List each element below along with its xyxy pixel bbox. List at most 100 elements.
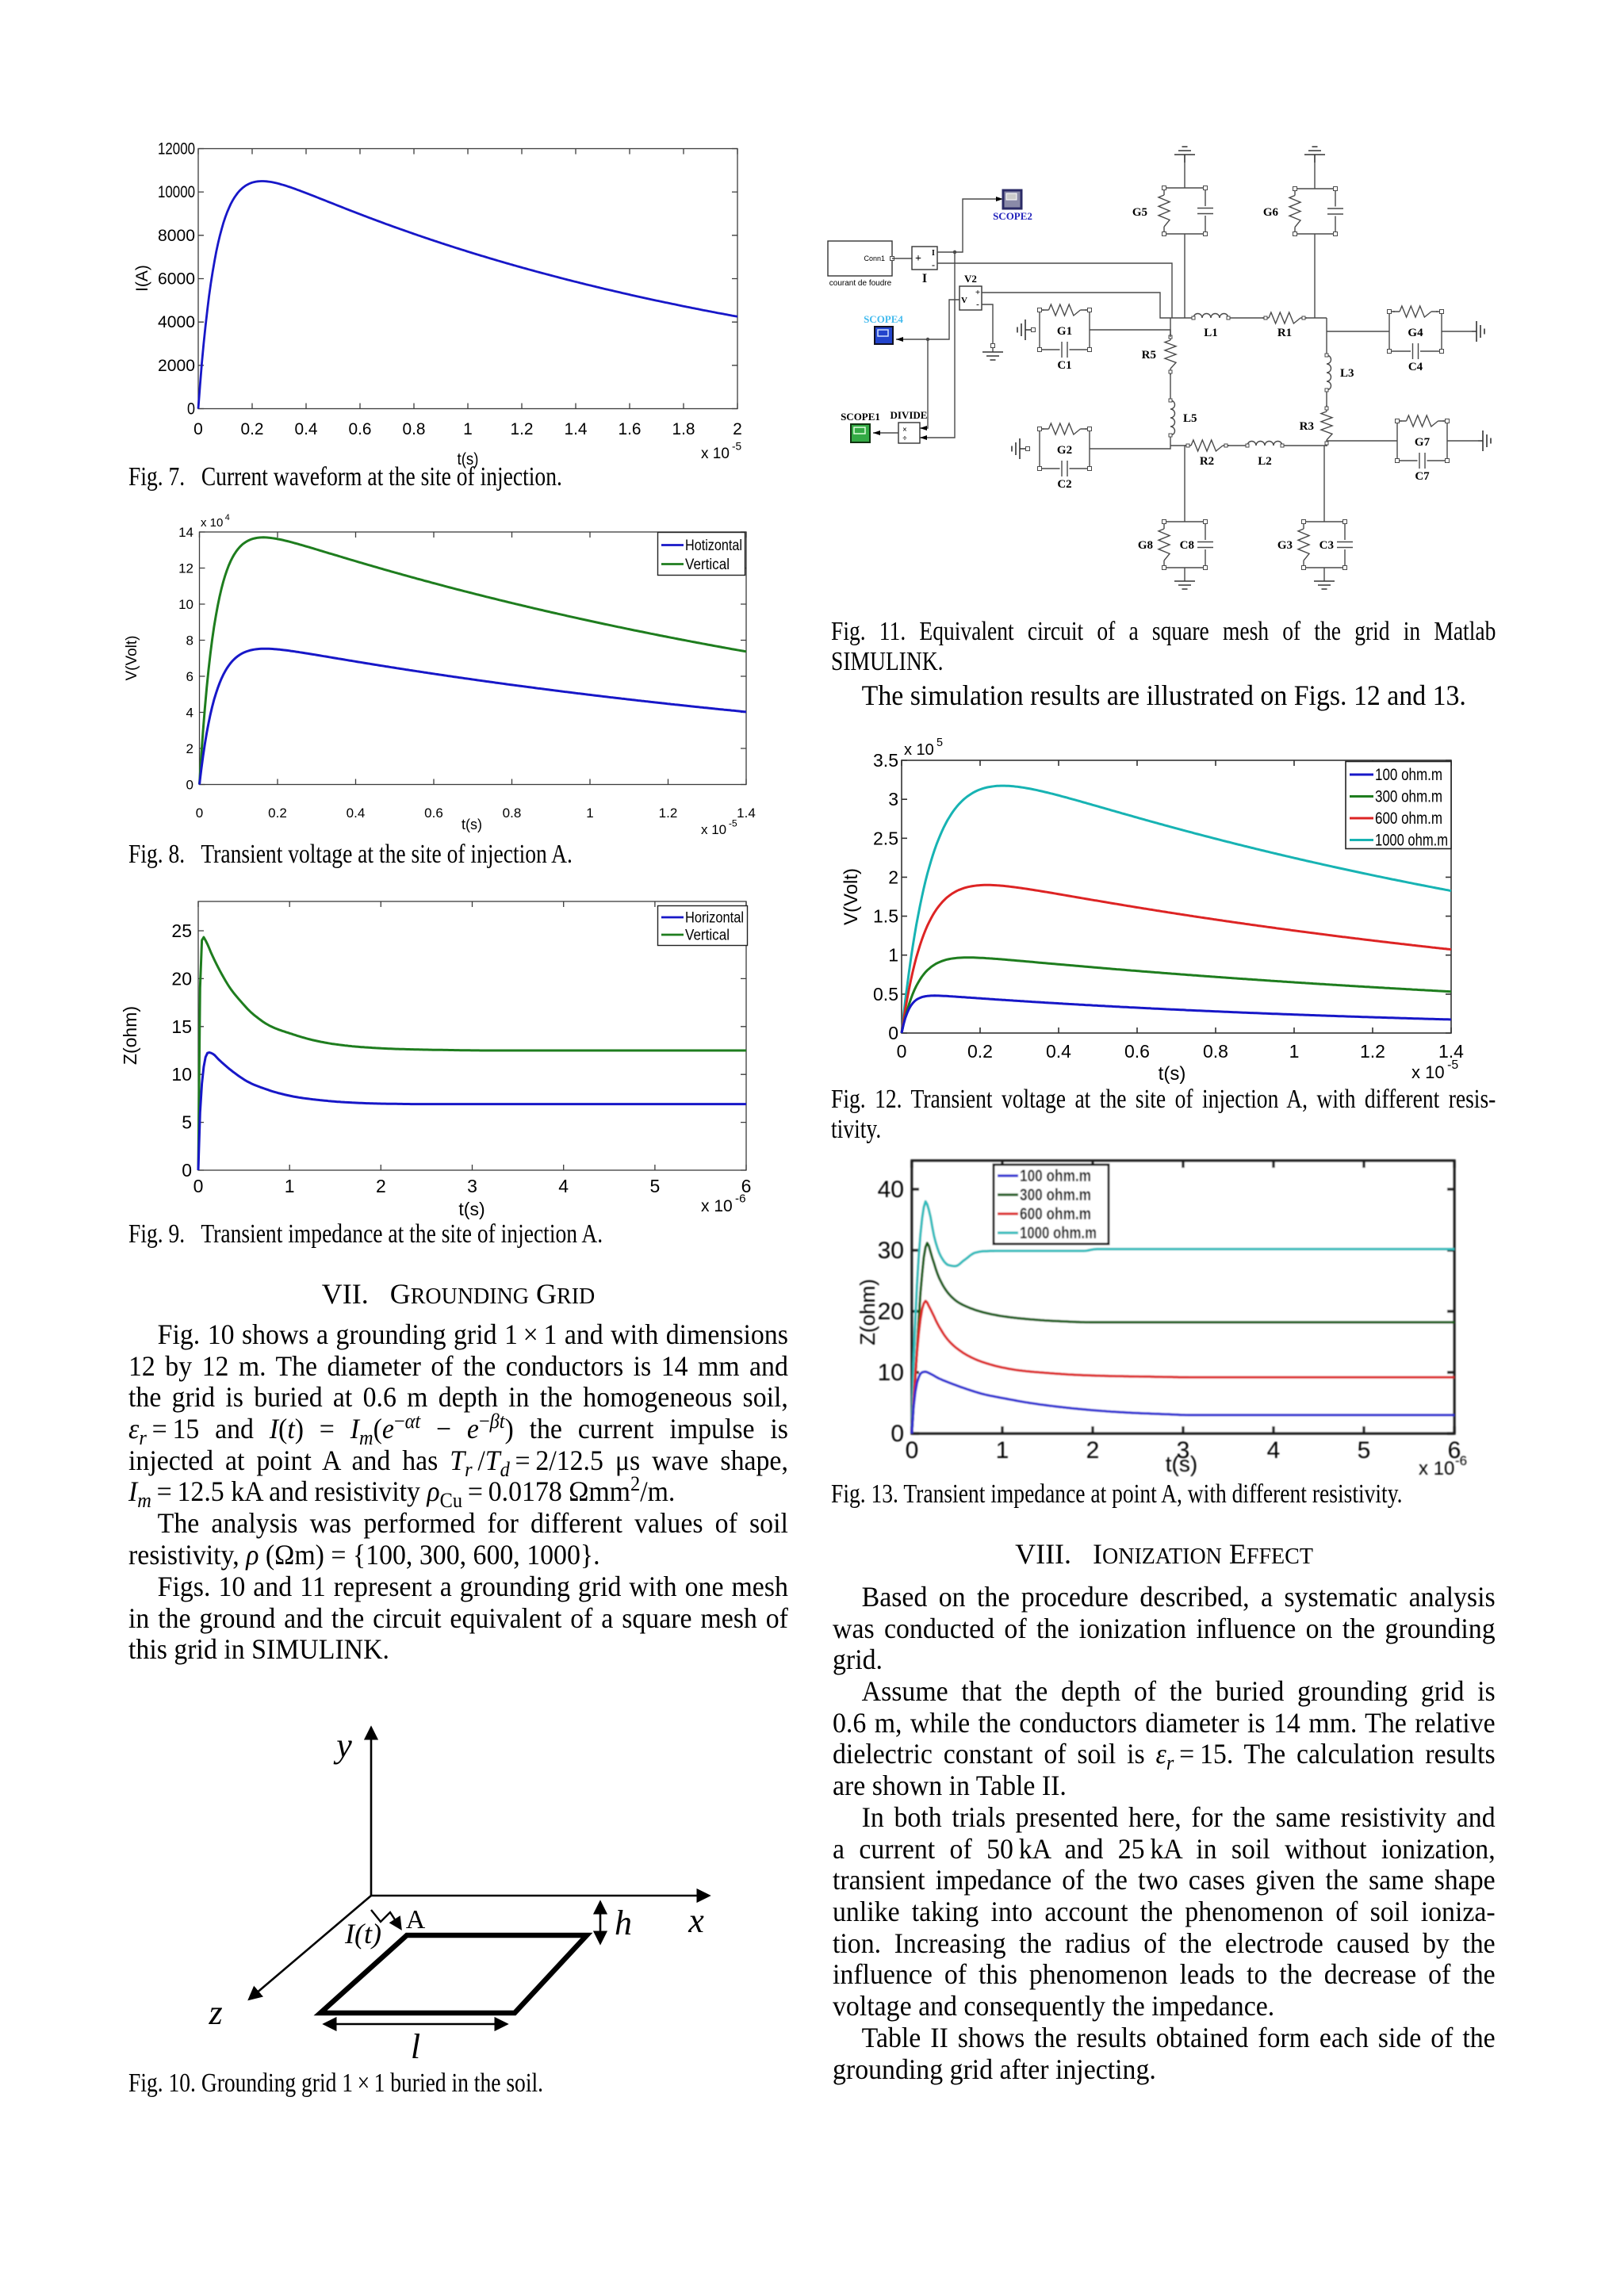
svg-text:0: 0 <box>196 806 203 821</box>
svg-text:10: 10 <box>878 1360 904 1386</box>
svg-text:0.2: 0.2 <box>967 1041 993 1062</box>
svg-text:-5: -5 <box>729 818 737 829</box>
svg-text:C4: C4 <box>1408 361 1423 373</box>
svg-text:Z(ohm): Z(ohm) <box>856 1279 879 1345</box>
svg-text:25: 25 <box>171 920 192 941</box>
svg-text:0.8: 0.8 <box>403 420 426 438</box>
svg-text:Z(ohm): Z(ohm) <box>120 1006 140 1065</box>
svg-text:300 ohm.m: 300 ohm.m <box>1375 788 1442 806</box>
svg-text:14: 14 <box>178 525 193 540</box>
svg-text:l: l <box>411 2027 420 2066</box>
svg-text:12: 12 <box>178 561 193 576</box>
svg-text:Hotizontal: Hotizontal <box>685 538 742 554</box>
svg-text:4: 4 <box>558 1176 569 1196</box>
svg-text:0.4: 0.4 <box>295 420 318 438</box>
svg-text:G1: G1 <box>1057 325 1072 338</box>
svg-text:t(s): t(s) <box>458 450 479 469</box>
svg-text:600 ohm.m: 600 ohm.m <box>1020 1205 1091 1223</box>
svg-text:-: - <box>976 300 979 309</box>
svg-text:L1: L1 <box>1204 327 1218 339</box>
svg-text:5: 5 <box>182 1112 192 1133</box>
svg-text:C8: C8 <box>1180 539 1194 552</box>
svg-text:SCOPE4: SCOPE4 <box>864 313 903 325</box>
svg-text:-5: -5 <box>732 441 742 453</box>
svg-text:I: I <box>932 249 935 258</box>
svg-text:1.2: 1.2 <box>511 420 534 438</box>
svg-text:0.4: 0.4 <box>347 806 366 821</box>
svg-text:0.8: 0.8 <box>503 806 522 821</box>
svg-text:V(Volt): V(Volt) <box>841 868 862 925</box>
svg-text:x 10: x 10 <box>201 516 223 530</box>
svg-text:30: 30 <box>878 1238 904 1264</box>
svg-text:x 10: x 10 <box>1419 1458 1454 1479</box>
svg-text:1000 ohm.m: 1000 ohm.m <box>1375 832 1448 850</box>
svg-text:x 10: x 10 <box>701 822 726 837</box>
svg-text:-5: -5 <box>1447 1058 1458 1072</box>
svg-text:10: 10 <box>171 1064 192 1085</box>
svg-text:0.5: 0.5 <box>873 984 898 1004</box>
svg-text:4: 4 <box>186 706 193 721</box>
svg-text:0.6: 0.6 <box>424 806 443 821</box>
svg-text:I(t): I(t) <box>344 1918 381 1950</box>
svg-text:+: + <box>915 253 921 265</box>
svg-text:C3: C3 <box>1320 539 1334 552</box>
svg-text:×: × <box>902 426 907 434</box>
svg-text:G5: G5 <box>1132 206 1147 219</box>
svg-text:3: 3 <box>888 789 898 809</box>
svg-text:2: 2 <box>733 420 742 438</box>
svg-text:0: 0 <box>187 400 195 419</box>
svg-text:Vertical: Vertical <box>685 557 730 573</box>
svg-text:40: 40 <box>878 1177 904 1203</box>
svg-text:0: 0 <box>906 1437 919 1464</box>
svg-text:4: 4 <box>1267 1437 1281 1464</box>
svg-text:÷: ÷ <box>902 434 907 443</box>
svg-text:t(s): t(s) <box>1159 1063 1186 1085</box>
svg-text:1: 1 <box>586 806 593 821</box>
svg-text:G2: G2 <box>1057 444 1072 457</box>
svg-text:x 10: x 10 <box>904 741 934 759</box>
svg-text:1: 1 <box>463 420 473 438</box>
svg-text:5: 5 <box>649 1176 660 1196</box>
svg-text:I(A): I(A) <box>133 265 151 292</box>
svg-text:1000 ohm.m: 1000 ohm.m <box>1020 1224 1097 1242</box>
svg-text:20: 20 <box>878 1299 904 1325</box>
svg-text:1.4: 1.4 <box>565 420 588 438</box>
svg-text:100 ohm.m: 100 ohm.m <box>1020 1167 1091 1185</box>
svg-text:8000: 8000 <box>158 227 195 245</box>
svg-text:12000: 12000 <box>158 140 195 158</box>
svg-text:G8: G8 <box>1138 539 1153 552</box>
svg-text:0: 0 <box>891 1421 904 1447</box>
svg-text:t(s): t(s) <box>462 817 482 832</box>
svg-text:1: 1 <box>888 945 898 966</box>
svg-text:h: h <box>615 1904 632 1942</box>
svg-text:C7: C7 <box>1415 470 1430 483</box>
svg-text:C2: C2 <box>1057 478 1071 491</box>
svg-text:0.6: 0.6 <box>349 420 372 438</box>
svg-text:1.2: 1.2 <box>659 806 678 821</box>
svg-text:2000: 2000 <box>158 357 195 375</box>
svg-text:x 10: x 10 <box>701 1197 733 1215</box>
svg-text:0: 0 <box>186 778 193 793</box>
svg-text:V(Volt): V(Volt) <box>124 635 140 680</box>
svg-text:2: 2 <box>888 867 898 887</box>
svg-text:2: 2 <box>186 741 193 756</box>
svg-text:5: 5 <box>936 737 943 749</box>
svg-text:R3: R3 <box>1300 420 1314 433</box>
svg-text:1.8: 1.8 <box>672 420 695 438</box>
svg-text:y: y <box>333 1726 352 1765</box>
svg-text:1.2: 1.2 <box>1360 1041 1385 1062</box>
svg-text:SCOPE1: SCOPE1 <box>841 411 880 423</box>
svg-text:4000: 4000 <box>158 313 195 331</box>
svg-text:G6: G6 <box>1263 206 1279 219</box>
svg-text:x: x <box>688 1901 704 1940</box>
svg-text:4: 4 <box>225 513 230 522</box>
svg-text:1: 1 <box>1289 1041 1300 1062</box>
svg-text:1.5: 1.5 <box>873 906 898 927</box>
svg-text:V: V <box>961 296 967 305</box>
svg-text:R1: R1 <box>1277 327 1292 339</box>
svg-text:A: A <box>406 1905 426 1934</box>
svg-text:G3: G3 <box>1277 539 1293 552</box>
svg-text:0: 0 <box>182 1160 192 1181</box>
svg-text:0.2: 0.2 <box>268 806 287 821</box>
svg-text:L2: L2 <box>1258 455 1272 468</box>
